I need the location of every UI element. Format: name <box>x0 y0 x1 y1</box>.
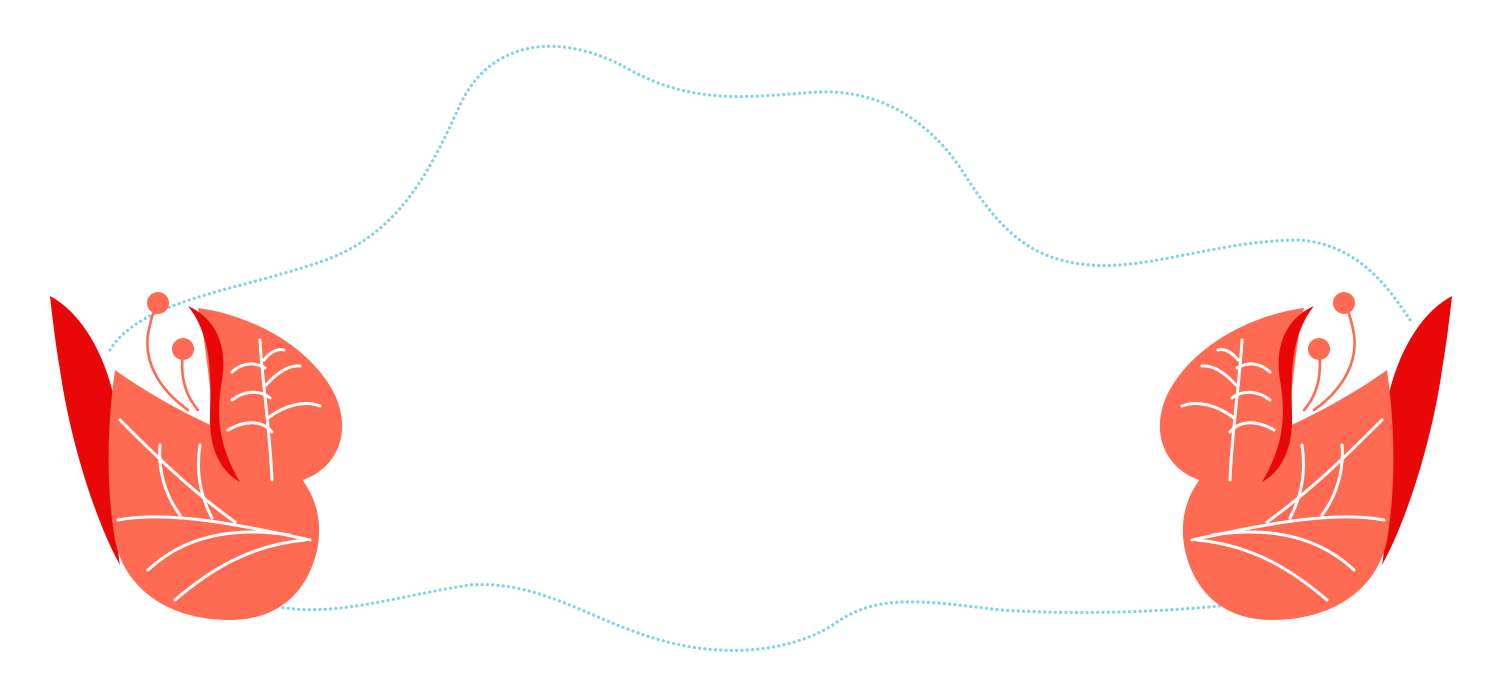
red-stripe-right <box>1262 306 1314 482</box>
vein-left-small-main <box>258 338 274 482</box>
tulip-flower-icon-left <box>50 292 343 620</box>
vein-left-small-1 <box>226 421 274 434</box>
vein-left-small-5 <box>264 364 302 387</box>
stamen-dot-right-1 <box>1333 292 1355 314</box>
red-petal-right <box>1382 296 1452 565</box>
vein-left-1 <box>146 530 292 572</box>
dotted-cloud-frame <box>108 44 1412 653</box>
vein-left-small-3 <box>230 362 267 374</box>
vein-right-4 <box>1320 443 1344 517</box>
stamen-dot-left-2 <box>172 338 194 360</box>
vein-right-small-5 <box>1200 364 1238 387</box>
vein-right-small-4 <box>1180 402 1236 420</box>
vein-left-2 <box>173 538 307 602</box>
vein-left-small-6 <box>262 348 286 362</box>
vein-right-small-3 <box>1235 362 1272 374</box>
salmon-leaf-small-right <box>1159 308 1304 484</box>
vein-right-small-6 <box>1216 348 1240 362</box>
vein-right-2 <box>1195 538 1329 602</box>
vein-left-5 <box>197 443 214 520</box>
vein-left-small-2 <box>230 390 272 402</box>
stamen-dot-right-2 <box>1308 338 1330 360</box>
vein-right-small-1 <box>1228 421 1276 434</box>
vein-left-3 <box>118 418 237 524</box>
red-stripe-left <box>188 306 240 482</box>
vein-right-small-2 <box>1230 390 1272 402</box>
vein-left-4 <box>158 443 182 517</box>
salmon-leaf-small-left <box>198 308 343 484</box>
tulip-flower-icon-right <box>1159 292 1452 620</box>
stamen-stem-right-2 <box>1302 350 1322 412</box>
vein-right-1 <box>1210 530 1356 572</box>
red-petal-left <box>50 296 120 565</box>
vein-right-3 <box>1265 418 1384 524</box>
stamen-stem-left-2 <box>180 350 200 412</box>
vein-right-5 <box>1288 443 1305 520</box>
vein-left-small-4 <box>266 402 322 420</box>
stamen-dot-left-1 <box>147 292 169 314</box>
vein-right-small-main <box>1228 338 1244 482</box>
